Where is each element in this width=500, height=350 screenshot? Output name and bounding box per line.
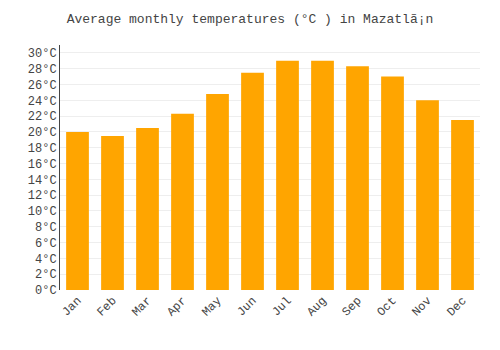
svg-text:Jul: Jul [269, 294, 294, 319]
svg-text:May: May [199, 294, 224, 319]
svg-text:28°C: 28°C [28, 63, 57, 77]
svg-text:Nov: Nov [409, 294, 434, 319]
svg-text:6°C: 6°C [35, 237, 57, 251]
svg-text:0°C: 0°C [35, 284, 57, 298]
svg-text:Dec: Dec [444, 294, 469, 319]
svg-text:22°C: 22°C [28, 110, 57, 124]
svg-text:Jan: Jan [59, 294, 84, 319]
svg-text:Oct: Oct [374, 294, 399, 319]
svg-text:4°C: 4°C [35, 253, 57, 267]
svg-text:Aug: Aug [304, 294, 329, 319]
svg-text:18°C: 18°C [28, 142, 57, 156]
svg-text:10°C: 10°C [28, 205, 57, 219]
svg-text:2°C: 2°C [35, 268, 57, 282]
svg-text:Mar: Mar [129, 294, 154, 319]
svg-text:30°C: 30°C [28, 47, 57, 61]
svg-text:12°C: 12°C [28, 189, 57, 203]
svg-text:16°C: 16°C [28, 158, 57, 172]
svg-text:Jun: Jun [234, 294, 259, 319]
svg-text:26°C: 26°C [28, 79, 57, 93]
svg-text:24°C: 24°C [28, 95, 57, 109]
svg-text:Average monthly temperatures (: Average monthly temperatures (°C ) in Ma… [67, 12, 434, 27]
svg-text:14°C: 14°C [28, 174, 57, 188]
svg-text:Feb: Feb [94, 294, 119, 319]
svg-text:Sep: Sep [339, 294, 364, 319]
svg-text:8°C: 8°C [35, 221, 57, 235]
svg-text:20°C: 20°C [28, 126, 57, 140]
svg-text:Apr: Apr [164, 294, 189, 319]
